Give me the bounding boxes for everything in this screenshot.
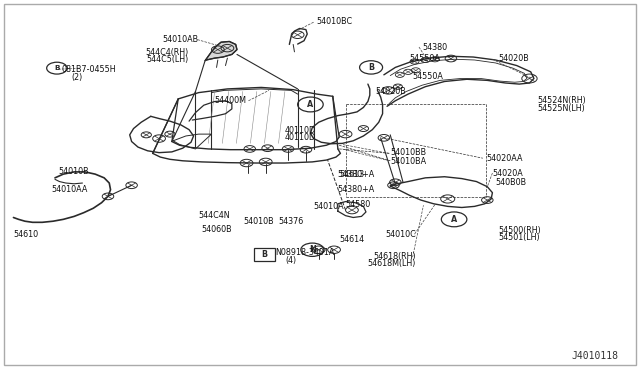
- Text: 54380+A: 54380+A: [337, 185, 374, 194]
- Text: 54550A: 54550A: [410, 54, 440, 62]
- Text: 54010BA: 54010BA: [390, 157, 426, 166]
- Text: 54501(LH): 54501(LH): [499, 233, 540, 243]
- Text: 54010B: 54010B: [243, 217, 274, 226]
- Text: B: B: [261, 250, 268, 259]
- Text: 544C4(RH): 544C4(RH): [146, 48, 189, 57]
- Text: 54580: 54580: [346, 200, 371, 209]
- Text: 54376: 54376: [278, 217, 304, 226]
- Text: B: B: [368, 63, 374, 72]
- Text: 54524N(RH): 54524N(RH): [537, 96, 586, 105]
- Text: 40110D: 40110D: [285, 133, 316, 142]
- Text: 54010B: 54010B: [58, 167, 89, 176]
- Text: 54610: 54610: [13, 230, 38, 239]
- Text: 54010BC: 54010BC: [317, 17, 353, 26]
- Text: N: N: [309, 245, 316, 254]
- Text: 54550A: 54550A: [413, 72, 444, 81]
- Text: 54010C: 54010C: [385, 230, 416, 239]
- Text: 54010A: 54010A: [314, 202, 344, 211]
- Text: 54010BB: 54010BB: [390, 148, 426, 157]
- Text: 54400M: 54400M: [214, 96, 246, 105]
- Text: 081B7-0455H: 081B7-0455H: [61, 65, 116, 74]
- Text: 54613: 54613: [339, 170, 364, 179]
- Text: 544C5(LH): 544C5(LH): [147, 55, 189, 64]
- Text: 544C4N: 544C4N: [198, 211, 230, 220]
- Text: 54020B: 54020B: [376, 87, 406, 96]
- Text: (4): (4): [285, 256, 296, 264]
- Text: 540B0B: 540B0B: [495, 178, 527, 187]
- Text: 54010AB: 54010AB: [163, 35, 198, 44]
- Text: 54380+A: 54380+A: [337, 170, 374, 179]
- Text: 54380: 54380: [422, 42, 447, 51]
- Text: A: A: [451, 215, 457, 224]
- Text: 54614: 54614: [339, 235, 364, 244]
- Text: 54500(RH): 54500(RH): [499, 226, 541, 235]
- Text: 54618(RH): 54618(RH): [373, 252, 416, 261]
- Text: B: B: [54, 65, 60, 71]
- Polygon shape: [205, 41, 237, 61]
- Text: 40110D: 40110D: [285, 126, 316, 135]
- Text: 54020A: 54020A: [492, 169, 523, 177]
- Text: J4010118: J4010118: [572, 351, 619, 361]
- Text: N08918-3401A: N08918-3401A: [275, 248, 335, 257]
- Text: A: A: [307, 100, 314, 109]
- Text: 54020B: 54020B: [499, 54, 529, 62]
- Text: 54060B: 54060B: [202, 225, 232, 234]
- Text: 54010AA: 54010AA: [52, 185, 88, 194]
- Text: (2): (2): [71, 73, 82, 82]
- Text: 54020AA: 54020AA: [486, 154, 522, 163]
- Text: 54525N(LH): 54525N(LH): [537, 104, 585, 113]
- Text: 54618M(LH): 54618M(LH): [367, 259, 416, 268]
